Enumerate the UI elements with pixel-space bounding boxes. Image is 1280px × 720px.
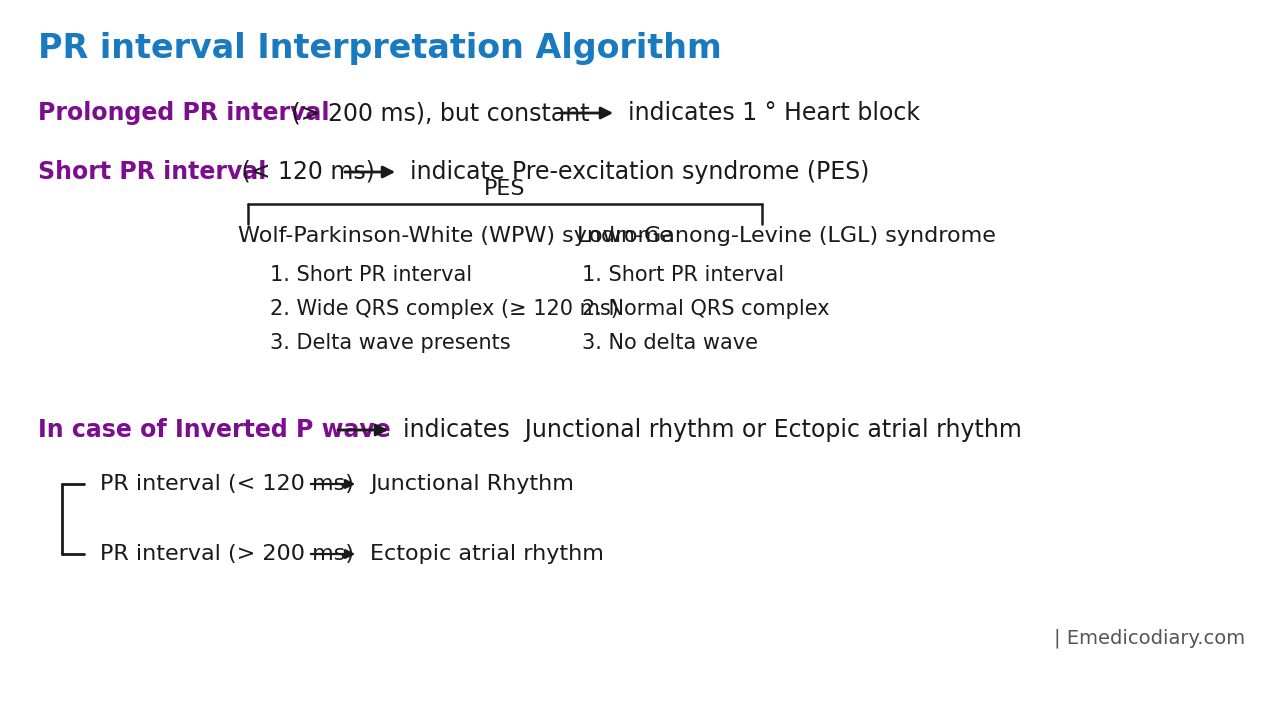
Text: Short PR interval: Short PR interval — [38, 160, 266, 184]
Text: Wolf-Parkinson-White (WPW) syndrome: Wolf-Parkinson-White (WPW) syndrome — [238, 226, 673, 246]
Text: indicates 1 ° Heart block: indicates 1 ° Heart block — [628, 101, 920, 125]
Text: (< 120 ms): (< 120 ms) — [234, 160, 375, 184]
Text: 3. No delta wave: 3. No delta wave — [582, 333, 758, 353]
Text: indicate Pre-excitation syndrome (PES): indicate Pre-excitation syndrome (PES) — [410, 160, 869, 184]
Text: Prolonged PR interval: Prolonged PR interval — [38, 101, 329, 125]
Text: In case of Inverted P wave: In case of Inverted P wave — [38, 418, 390, 442]
Text: PES: PES — [484, 179, 526, 199]
Text: PR interval (> 200 ms): PR interval (> 200 ms) — [100, 544, 355, 564]
Text: 3. Delta wave presents: 3. Delta wave presents — [270, 333, 511, 353]
Text: | Emedicodiary.com: | Emedicodiary.com — [1053, 629, 1245, 648]
Text: 1. Short PR interval: 1. Short PR interval — [582, 265, 785, 285]
Text: Junctional Rhythm: Junctional Rhythm — [370, 474, 573, 494]
Text: PR interval (< 120 ms): PR interval (< 120 ms) — [100, 474, 353, 494]
Text: 2. Normal QRS complex: 2. Normal QRS complex — [582, 299, 829, 319]
Text: (> 200 ms), but constant: (> 200 ms), but constant — [284, 101, 590, 125]
Text: 1. Short PR interval: 1. Short PR interval — [270, 265, 472, 285]
Text: indicates  Junctional rhythm or Ectopic atrial rhythm: indicates Junctional rhythm or Ectopic a… — [403, 418, 1021, 442]
Text: PR interval Interpretation Algorithm: PR interval Interpretation Algorithm — [38, 32, 722, 65]
Text: Ectopic atrial rhythm: Ectopic atrial rhythm — [370, 544, 604, 564]
Text: 2. Wide QRS complex (≥ 120 ms): 2. Wide QRS complex (≥ 120 ms) — [270, 299, 618, 319]
Text: Lown-Ganong-Levine (LGL) syndrome: Lown-Ganong-Levine (LGL) syndrome — [577, 226, 996, 246]
